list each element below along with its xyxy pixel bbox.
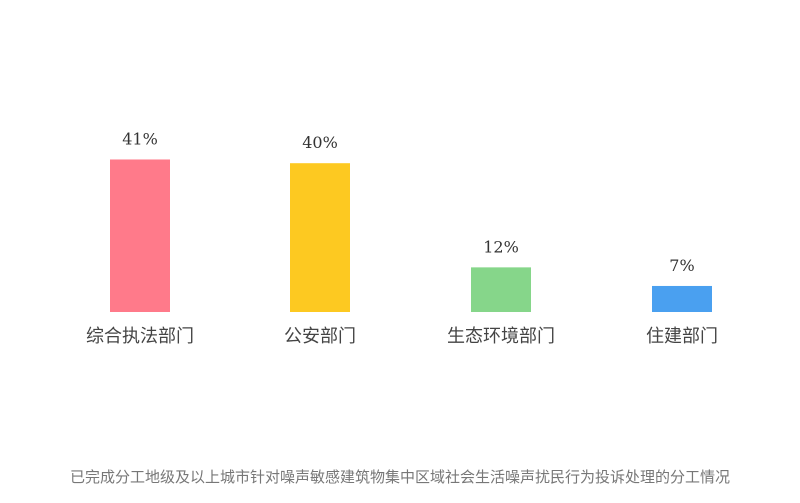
- chart-caption: 已完成分工地级及以上城市针对噪声敏感建筑物集中区域社会生活噪声扰民行为投诉处理的…: [69, 468, 730, 486]
- bar-1: [110, 159, 170, 312]
- data-label: 41%: [122, 129, 158, 148]
- category-label: 综合执法部门: [86, 326, 194, 347]
- bar-4: [652, 285, 712, 312]
- category-label: 公安部门: [284, 326, 356, 347]
- category-label: 生态环境部门: [447, 326, 555, 347]
- bar-2: [290, 163, 350, 312]
- category-label: 住建部门: [646, 326, 718, 347]
- data-label: 12%: [483, 237, 519, 256]
- data-label: 40%: [302, 133, 338, 152]
- data-label: 7%: [669, 256, 694, 275]
- bar-3: [471, 267, 531, 312]
